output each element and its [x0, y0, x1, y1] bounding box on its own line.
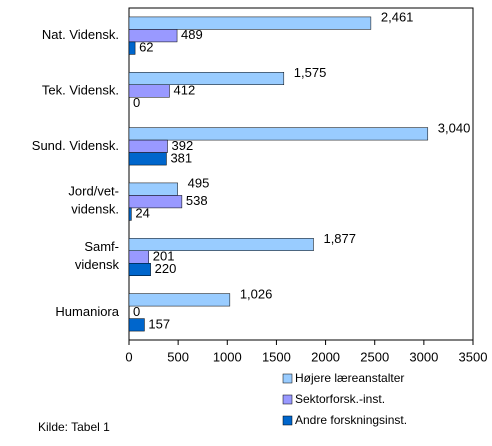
value-label: 24: [135, 206, 149, 221]
value-label: 489: [181, 27, 203, 42]
source-note: Kilde: Tabel 1: [38, 420, 110, 434]
y-tick-label: Tek. Vidensk.: [42, 82, 119, 97]
value-label: 381: [170, 150, 192, 165]
value-label: 1,877: [323, 231, 356, 246]
legend-swatch: [282, 394, 293, 405]
bar: [128, 72, 285, 85]
bar: [128, 127, 429, 141]
legend-label: Højere læreanstalter: [295, 371, 404, 385]
bar: [128, 84, 170, 98]
value-label: 0: [133, 95, 140, 110]
x-tick-label: 1500: [262, 349, 291, 364]
y-tick-label: Humaniora: [55, 304, 119, 319]
legend-swatch: [282, 415, 293, 426]
bar: [128, 263, 151, 276]
legend-swatch: [282, 373, 293, 384]
value-label: 412: [173, 82, 195, 97]
value-label: 538: [186, 193, 208, 208]
legend-label: Sektorforsk.-inst.: [295, 392, 385, 406]
bar: [128, 293, 231, 307]
value-label: 157: [148, 316, 170, 331]
y-tick-label: Samf-vidensk: [75, 239, 120, 272]
y-tick-label: Jord/vet-vidensk.: [68, 184, 119, 217]
x-tick-label: 2500: [360, 349, 389, 364]
value-label: 220: [155, 261, 177, 276]
bar: [128, 16, 372, 30]
x-tick-label: 3000: [409, 349, 438, 364]
bar: [128, 207, 132, 221]
value-label: 3,040: [438, 120, 471, 135]
plot-area: [128, 7, 474, 341]
value-label: 201: [153, 248, 175, 263]
x-tick-label: 0: [125, 349, 132, 364]
x-tick-label: 1000: [213, 349, 242, 364]
bar: [128, 29, 178, 43]
bar: [128, 139, 168, 153]
bar: [128, 318, 145, 332]
value-label: 1,575: [294, 65, 327, 80]
value-label: 1,026: [240, 286, 273, 301]
x-tick-label: 3500: [459, 349, 488, 364]
bar: [128, 195, 183, 209]
bar: [128, 238, 314, 251]
x-tick-label: 500: [167, 349, 189, 364]
y-tick-label: Sund. Vidensk.: [32, 138, 119, 153]
value-label: 495: [188, 176, 210, 191]
value-label: 62: [139, 40, 153, 55]
y-tick-label: Nat. Vidensk.: [42, 27, 119, 42]
bar: [128, 152, 167, 166]
value-label: 2,461: [381, 10, 414, 25]
value-label: 0: [133, 304, 140, 319]
bar: [128, 41, 136, 55]
value-label: 392: [172, 138, 194, 153]
legend-label: Andre forskningsinst.: [295, 413, 407, 427]
bar: [128, 250, 150, 264]
x-tick-label: 2000: [311, 349, 340, 364]
bar: [128, 182, 178, 196]
